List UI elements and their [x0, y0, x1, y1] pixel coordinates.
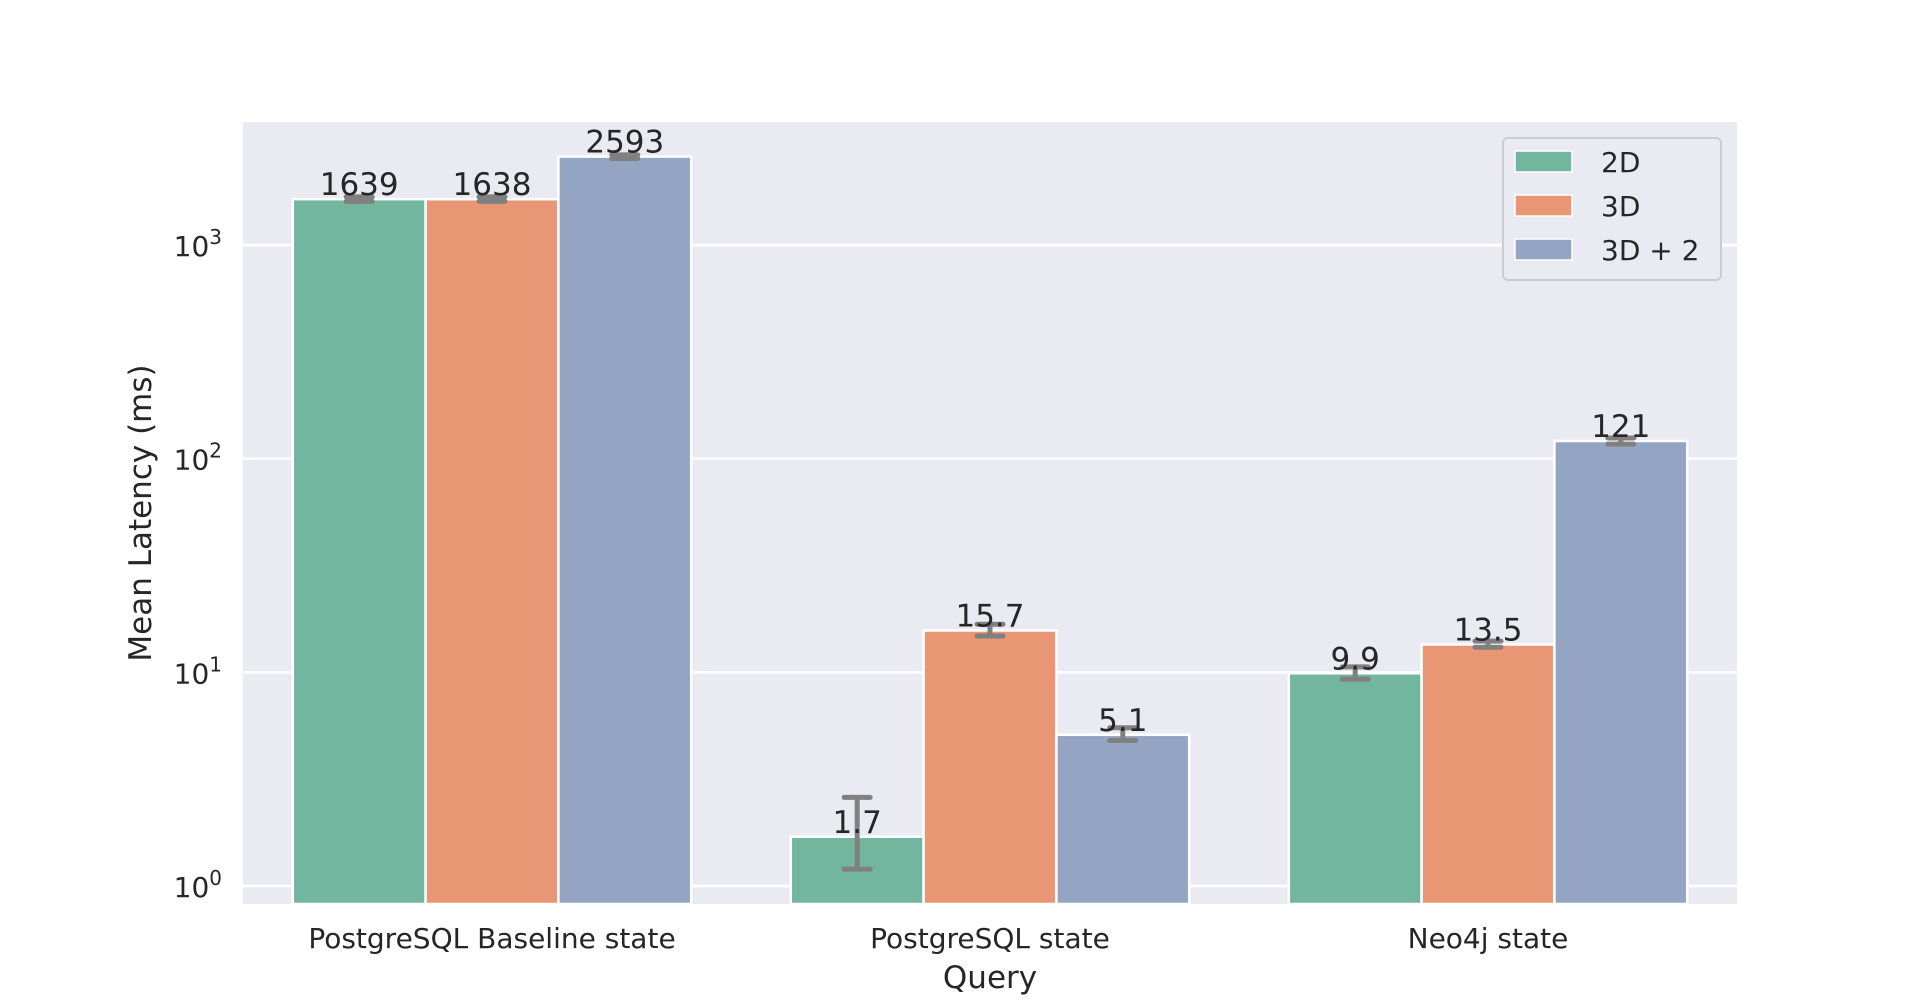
- bar-value-label: 13.5: [1453, 612, 1522, 648]
- x-tick-label: PostgreSQL state: [870, 922, 1110, 955]
- bars: [291, 155, 1689, 906]
- bar-value-label: 1.7: [833, 805, 882, 841]
- x-tick-label: PostgreSQL Baseline state: [308, 922, 675, 955]
- legend-label: 3D + 2: [1601, 234, 1699, 267]
- y-tick-label: 100: [174, 866, 222, 904]
- x-tick-labels: PostgreSQL Baseline state PostgreSQL stat…: [308, 922, 1568, 955]
- x-axis-label: Query: [943, 960, 1037, 996]
- error-bar: [1339, 664, 1371, 682]
- error-bar: [609, 152, 641, 162]
- bar-labels: 1639 1638 2593 1.7 15.7 5.1 9.9 13.5 121: [320, 125, 1651, 841]
- error-bars: [343, 152, 1637, 872]
- bar: [1553, 439, 1689, 906]
- y-tick-label: 102: [174, 439, 222, 477]
- bar: [557, 155, 693, 906]
- error-bar: [1605, 435, 1637, 447]
- bar: [1287, 672, 1423, 906]
- bar-value-label: 121: [1591, 409, 1650, 445]
- legend-swatch: [1514, 238, 1573, 261]
- legend-label: 3D: [1601, 190, 1640, 223]
- bar: [922, 629, 1058, 906]
- error-bar: [476, 194, 508, 204]
- bar-value-label: 9.9: [1331, 641, 1380, 677]
- bar: [424, 197, 560, 906]
- bar-value-label: 15.7: [955, 598, 1024, 634]
- legend-swatch: [1514, 194, 1573, 217]
- error-bar: [974, 621, 1006, 639]
- x-tick-label: Neo4j state: [1408, 922, 1569, 955]
- error-bar: [1107, 725, 1139, 743]
- bar-value-label: 2593: [585, 125, 664, 161]
- bar: [291, 197, 427, 906]
- y-axis-label: Mean Latency (ms): [123, 364, 159, 661]
- error-bar: [343, 194, 375, 204]
- y-tick-label: 103: [174, 225, 222, 263]
- bar: [1420, 643, 1556, 906]
- bar: [1055, 733, 1191, 906]
- bar-value-label: 1638: [453, 167, 532, 203]
- bar-value-label: 5.1: [1098, 703, 1147, 739]
- error-bar: [1472, 638, 1504, 650]
- y-tick-label: 101: [174, 652, 222, 690]
- y-tick-labels: 100 101 102 103: [174, 225, 222, 904]
- bar-value-label: 1639: [320, 167, 399, 203]
- error-bar: [841, 794, 873, 872]
- legend-swatch: [1514, 150, 1573, 173]
- legend: 2D 3D 3D + 2: [1502, 137, 1722, 281]
- legend-label: 2D: [1601, 146, 1640, 179]
